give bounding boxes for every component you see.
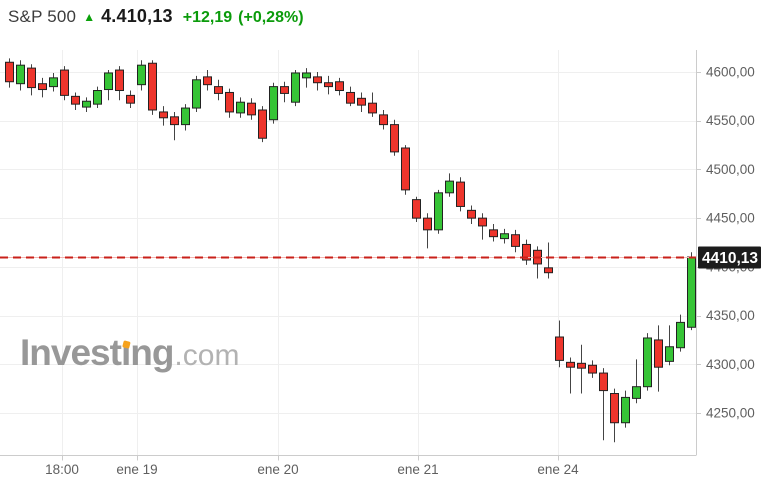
candle-down — [577, 362, 586, 369]
candle-up — [445, 180, 454, 194]
y-axis-label: 4450,00 — [706, 211, 755, 226]
candle-up — [676, 321, 685, 349]
investing-watermark: Investıng.com — [20, 334, 239, 371]
candle-up — [269, 86, 278, 121]
candle-down — [588, 364, 597, 374]
watermark-suffix: .com — [174, 339, 240, 372]
candle-down — [412, 199, 421, 219]
candle-down — [544, 267, 553, 274]
price-change-percent: (+0,28%) — [238, 9, 304, 26]
candle-down — [346, 91, 355, 104]
candle-down — [368, 102, 377, 114]
x-axis-label: ene 24 — [537, 462, 579, 477]
candle-down — [71, 95, 80, 105]
candle-down — [280, 86, 289, 94]
y-axis-label: 4350,00 — [706, 308, 755, 323]
candle-up — [621, 396, 630, 424]
last-price-value: 4.410,13 — [101, 6, 173, 26]
candle-up — [643, 337, 652, 388]
candle-down — [247, 102, 256, 116]
candle-down — [126, 94, 135, 104]
candle-down — [489, 229, 498, 238]
candle-up — [82, 100, 91, 108]
x-axis-label: 18:00 — [45, 462, 79, 477]
candle-down — [357, 97, 366, 106]
x-axis-label: ene 20 — [257, 462, 298, 477]
candle-down — [478, 217, 487, 227]
candle-down — [654, 339, 663, 368]
candle-down — [27, 67, 36, 89]
y-axis-label: 4500,00 — [706, 162, 755, 177]
y-axis-label: 4250,00 — [706, 406, 755, 421]
candle-down — [214, 86, 223, 94]
candle-up — [93, 90, 102, 105]
candle-up — [500, 233, 509, 240]
x-axis-label: ene 19 — [116, 462, 157, 477]
candle-down — [115, 69, 124, 92]
last-price-tag-text: 4410,13 — [702, 250, 758, 267]
candle-down — [225, 91, 234, 113]
candle-down — [170, 116, 179, 126]
candle-down — [324, 82, 333, 88]
candle-up — [181, 107, 190, 126]
candle-down — [38, 83, 47, 91]
candle-down — [610, 393, 619, 424]
instrument-name: S&P 500 — [8, 7, 77, 26]
candle-down — [335, 81, 344, 92]
y-axis-label: 4600,00 — [706, 65, 755, 80]
candle-down — [467, 209, 476, 219]
candle-down — [401, 147, 410, 191]
candle-down — [258, 109, 267, 139]
candle-down — [159, 111, 168, 119]
watermark-orange-dot-icon: ı — [120, 332, 131, 373]
x-axis-label: ene 21 — [397, 462, 438, 477]
instrument-header: S&P 500 ▲ 4.410,13 +12,19 (+0,28%) — [8, 6, 304, 27]
candle-down — [522, 243, 531, 261]
candle-down — [423, 217, 432, 231]
last-price-tag — [698, 246, 761, 269]
watermark-brand: Investıng — [20, 332, 174, 373]
candle-up — [49, 77, 58, 88]
price-change: +12,19 — [182, 9, 233, 26]
candle-down — [566, 361, 575, 368]
candle-down — [599, 372, 608, 392]
candle-up — [16, 64, 25, 85]
candle-down — [60, 69, 69, 96]
candle-down — [555, 336, 564, 361]
candle-down — [511, 234, 520, 247]
candle-up — [687, 256, 696, 328]
candle-up — [236, 101, 245, 114]
candle-up — [434, 192, 443, 231]
candle-down — [203, 76, 212, 86]
candle-down — [379, 114, 388, 126]
candle-down — [313, 76, 322, 84]
candle-up — [104, 72, 113, 91]
candle-up — [192, 79, 201, 109]
y-axis-label: 4550,00 — [706, 113, 755, 128]
candle-down — [148, 62, 157, 111]
candle-down — [390, 124, 399, 153]
up-arrow-icon: ▲ — [83, 10, 96, 24]
candle-up — [137, 64, 146, 86]
candle-up — [632, 386, 641, 399]
candle-up — [302, 72, 311, 79]
y-axis-label: 4300,00 — [706, 357, 755, 372]
candle-down — [5, 61, 14, 83]
candle-up — [665, 346, 674, 362]
candle-down — [456, 181, 465, 207]
candle-up — [291, 72, 300, 103]
